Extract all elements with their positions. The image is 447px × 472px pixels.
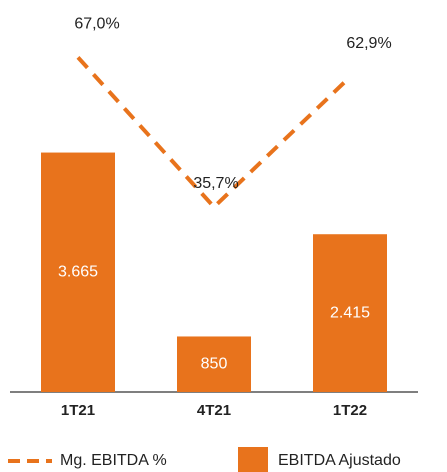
x-tick-label: 1T22 — [333, 402, 367, 419]
line-value-label: 62,9% — [346, 35, 391, 52]
bar — [41, 152, 115, 392]
legend-label: EBITDA Ajustado — [278, 452, 401, 469]
legend-bar-swatch — [238, 447, 268, 472]
x-tick-label: 4T21 — [197, 402, 231, 419]
bar-value-label: 3.665 — [58, 263, 98, 280]
bar — [177, 336, 251, 392]
bar-value-label: 2.415 — [330, 304, 370, 321]
line-value-label: 35,7% — [193, 175, 238, 192]
line-value-label: 67,0% — [74, 16, 119, 33]
bar — [313, 234, 387, 392]
x-tick-label: 1T21 — [61, 402, 95, 419]
line — [76, 56, 352, 210]
legend-label: Mg. EBITDA % — [60, 452, 167, 469]
bar-value-label: 850 — [201, 355, 228, 372]
